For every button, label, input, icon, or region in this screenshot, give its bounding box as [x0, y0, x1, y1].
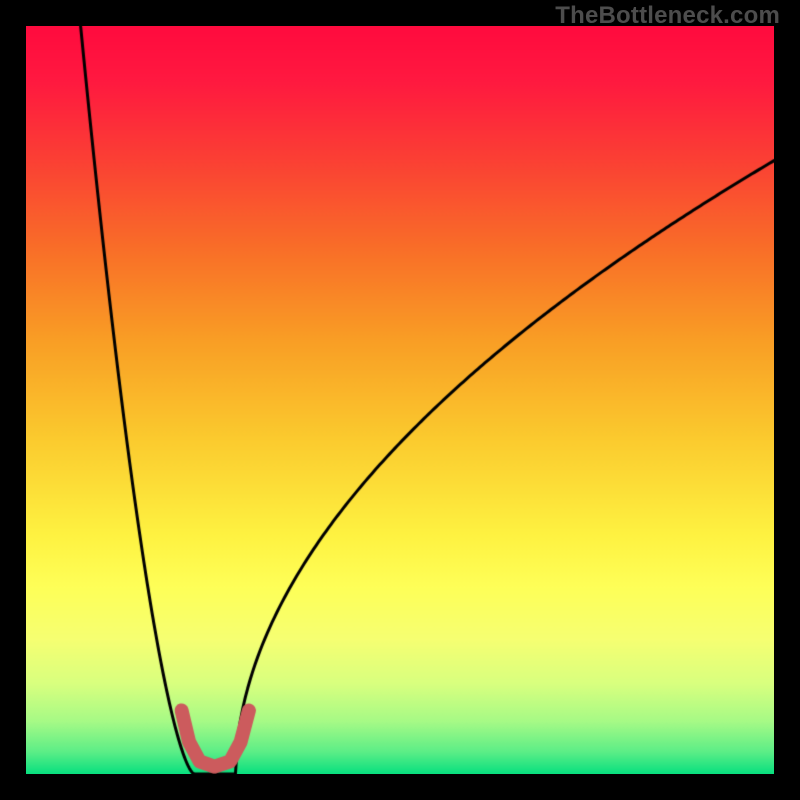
chart-canvas: [26, 26, 774, 774]
plot-area: [26, 26, 774, 774]
chart-frame: TheBottleneck.com: [0, 0, 800, 800]
